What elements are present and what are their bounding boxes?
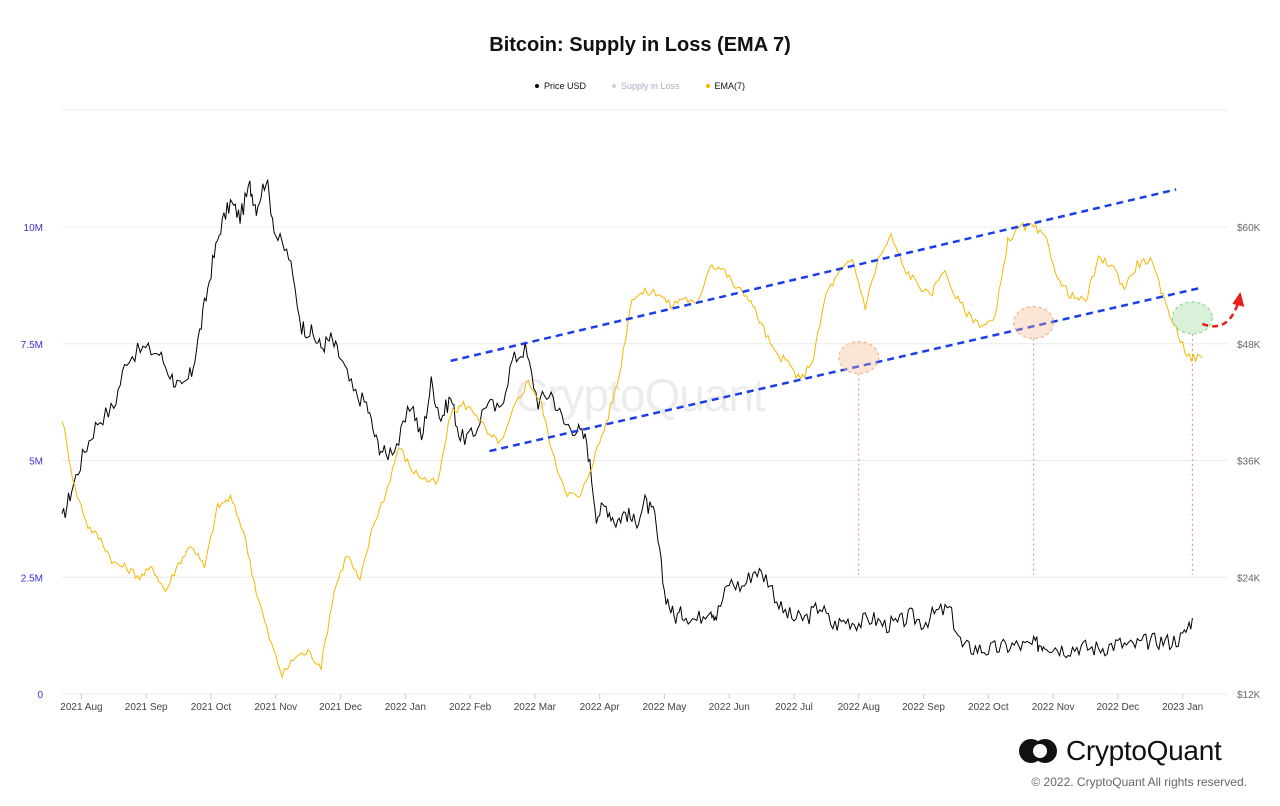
- series-line-price-usd: [61, 179, 1193, 659]
- x-tick-label: 2022 Nov: [1032, 702, 1075, 713]
- x-tick-label: 2022 Apr: [580, 702, 621, 713]
- legend-label-supply-in-loss: Supply in Loss: [620, 81, 680, 91]
- y-right-tick-label: $24K: [1237, 573, 1261, 584]
- chart-legend: Price USD Supply in Loss EMA(7): [0, 81, 1280, 91]
- grid-lines: [62, 109, 1228, 695]
- y-left-tick-label: 7.5M: [21, 340, 43, 351]
- highlight-circle: [1171, 301, 1213, 335]
- upper-trendline: [450, 188, 1177, 363]
- x-tick-label: 2022 Oct: [968, 702, 1009, 713]
- brand-logo: CryptoQuant: [1018, 735, 1222, 767]
- x-axis: 2021 Aug 2021 Sep 2021 Oct 2021 Nov 2021 Dec…: [60, 694, 1203, 713]
- y-right-tick-label: $36K: [1237, 457, 1261, 468]
- legend-item-price[interactable]: Price USD: [534, 81, 586, 91]
- copyright-text: © 2022. CryptoQuant All rights reserved.: [1031, 775, 1247, 789]
- series-group: [61, 179, 1203, 680]
- legend-item-supply-in-loss[interactable]: Supply in Loss: [611, 81, 680, 91]
- y-right-tick-label: $12K: [1237, 690, 1261, 701]
- y-right-tick-label: $60K: [1237, 223, 1261, 234]
- x-tick-label: 2022 Sep: [902, 702, 945, 713]
- y-left-tick-label: 2.5M: [21, 573, 43, 584]
- x-tick-label: 2022 Aug: [838, 702, 880, 713]
- y-right-tick-label: $48K: [1237, 340, 1261, 351]
- x-tick-label: 2021 Aug: [60, 702, 102, 713]
- x-tick-label: 2021 Nov: [254, 702, 297, 713]
- x-tick-label: 2022 Jul: [775, 702, 813, 713]
- x-tick-label: 2022 Jun: [709, 702, 750, 713]
- highlight-circle: [1013, 305, 1055, 340]
- y-left-tick-label: 5M: [29, 457, 43, 468]
- x-tick-label: 2021 Dec: [319, 702, 362, 713]
- legend-marker-supply-in-loss: [611, 84, 616, 88]
- y-left-tick-label: 10M: [24, 223, 43, 234]
- x-tick-label: 2022 Jan: [385, 702, 426, 713]
- forecast-arrow: [1201, 301, 1240, 328]
- watermark: CryptoQuant: [515, 369, 766, 421]
- x-tick-label: 2022 Mar: [514, 702, 557, 713]
- x-tick-label: 2021 Oct: [191, 702, 232, 713]
- legend-label-price: Price USD: [543, 81, 586, 91]
- x-tick-label: 2022 Feb: [449, 702, 492, 713]
- x-tick-label: 2023 Jan: [1162, 702, 1203, 713]
- legend-label-ema: EMA(7): [714, 81, 746, 91]
- forecast-arrow-head: [1232, 291, 1245, 307]
- legend-marker-price: [534, 84, 539, 88]
- y-axis-left: 0 2.5M 5M 7.5M 10M: [21, 223, 44, 701]
- y-axis-right: $12K $24K $36K $48K $60K: [1237, 223, 1261, 701]
- x-tick-label: 2022 Dec: [1096, 702, 1139, 713]
- highlight-circle: [838, 341, 880, 375]
- legend-item-ema[interactable]: EMA(7): [705, 81, 746, 91]
- legend-marker-ema: [705, 84, 710, 88]
- series-line-ema-7-: [61, 221, 1203, 680]
- chart-title: Bitcoin: Supply in Loss (EMA 7): [489, 34, 791, 56]
- x-tick-label: 2021 Sep: [125, 702, 168, 713]
- x-tick-label: 2022 May: [642, 702, 686, 713]
- cryptoquant-logo-icon: [1019, 739, 1057, 763]
- brand-name: CryptoQuant: [1066, 735, 1222, 766]
- annotations: [450, 188, 1245, 575]
- y-left-tick-label: 0: [37, 690, 43, 701]
